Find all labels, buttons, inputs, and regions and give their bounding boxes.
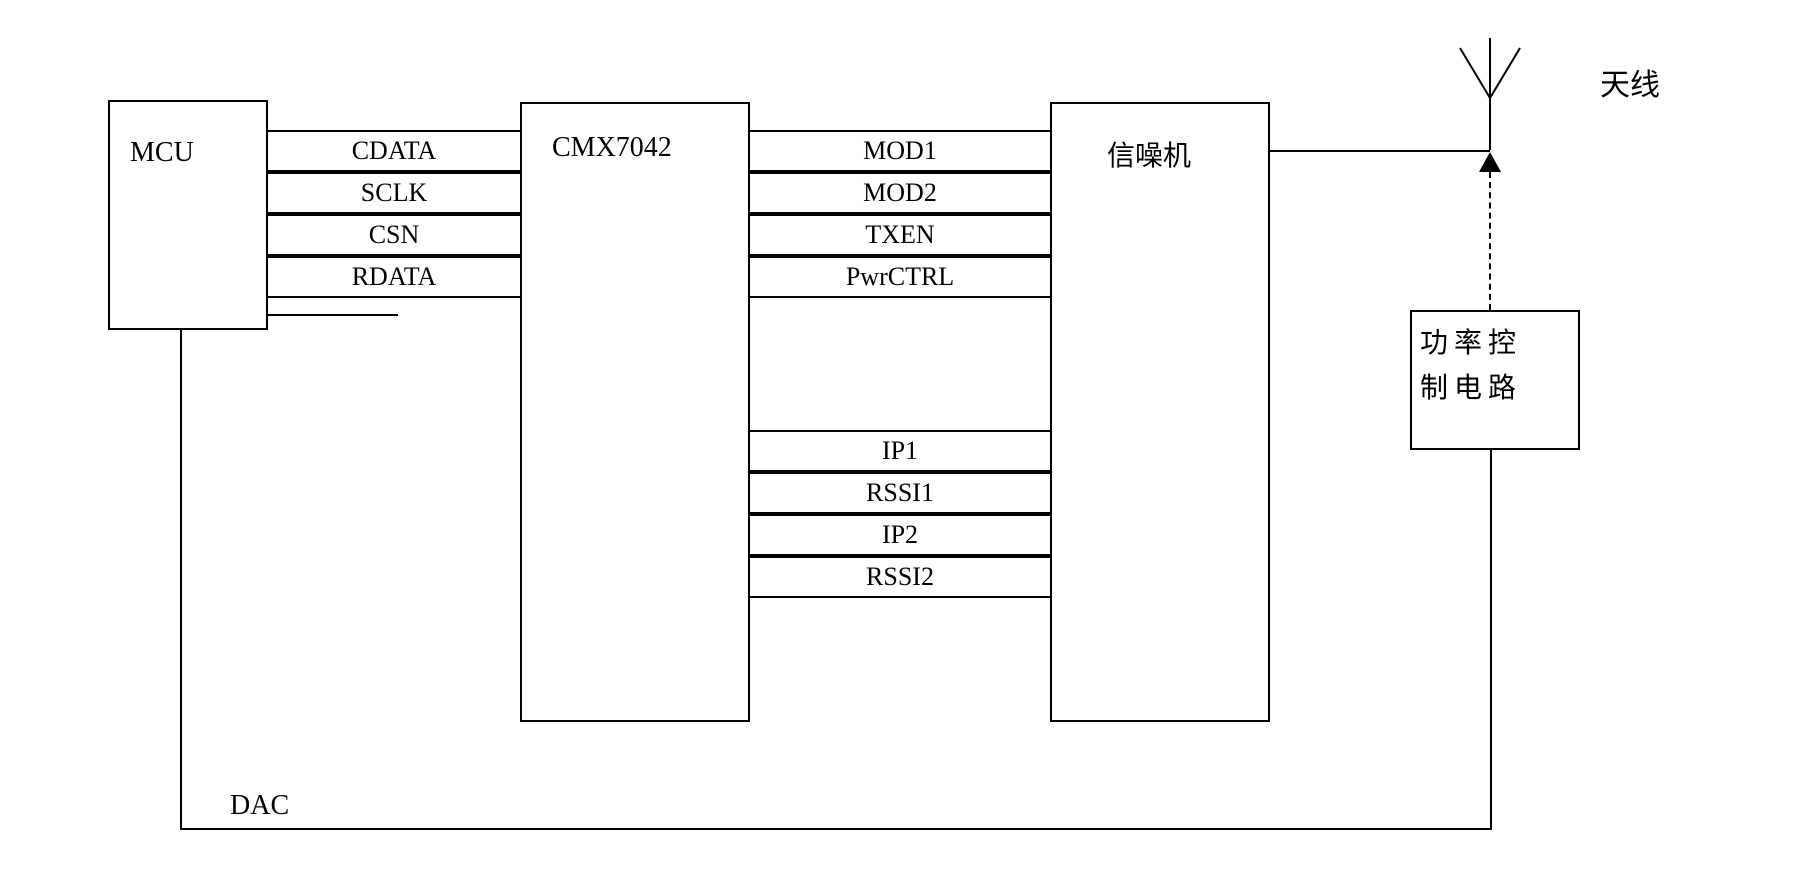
- mcu-label: MCU: [130, 137, 194, 169]
- signal-cdata: CDATA: [268, 130, 520, 172]
- arrow-power-to-rf: [1479, 152, 1501, 174]
- dac-v2: [1490, 450, 1492, 830]
- signal-rssi1-label: RSSI1: [866, 478, 934, 508]
- antenna-label: 天线: [1600, 60, 1660, 104]
- signal-pwrctrl-label: PwrCTRL: [846, 262, 954, 292]
- dac-label: DAC: [230, 790, 289, 822]
- signal-ip1: IP1: [750, 430, 1050, 472]
- signal-rdata: RDATA: [268, 256, 520, 298]
- signal-ip2-label: IP2: [882, 520, 918, 550]
- signal-mod1: MOD1: [750, 130, 1050, 172]
- diagram-canvas: MCU CMX7042 信噪机 功率控 制电路 CDATA SCLK CSN R…: [0, 0, 1796, 896]
- signal-mod2: MOD2: [750, 172, 1050, 214]
- cmx-label: CMX7042: [552, 132, 672, 164]
- signal-csn: CSN: [268, 214, 520, 256]
- cmx-block: CMX7042: [520, 102, 750, 722]
- signal-pwrctrl: PwrCTRL: [750, 256, 1050, 298]
- antenna-icon: [1450, 38, 1530, 152]
- power-ctrl-line1: 功率控: [1420, 328, 1522, 359]
- signal-ip1-label: IP1: [882, 436, 918, 466]
- signal-ip2: IP2: [750, 514, 1050, 556]
- signal-mod1-label: MOD1: [863, 136, 937, 166]
- dac-v1: [180, 330, 182, 830]
- power-ctrl-block: 功率控 制电路: [1410, 310, 1580, 450]
- signal-rdata-label: RDATA: [352, 262, 437, 292]
- line-power-to-rf: [1489, 172, 1491, 310]
- power-ctrl-label: 功率控 制电路: [1412, 312, 1578, 422]
- power-ctrl-line2: 制电路: [1420, 373, 1522, 404]
- left-bus-extra-line: [268, 314, 398, 316]
- signal-sclk-label: SCLK: [361, 178, 427, 208]
- signal-txen-label: TXEN: [865, 220, 934, 250]
- dac-h: [180, 828, 1492, 830]
- mcu-block: MCU: [108, 100, 268, 330]
- signal-sclk: SCLK: [268, 172, 520, 214]
- signal-txen: TXEN: [750, 214, 1050, 256]
- signal-noise-block: 信噪机: [1050, 102, 1270, 722]
- signal-noise-label: 信噪机: [1107, 134, 1191, 174]
- signal-mod2-label: MOD2: [863, 178, 937, 208]
- signal-rssi2: RSSI2: [750, 556, 1050, 598]
- signal-cdata-label: CDATA: [352, 136, 437, 166]
- signal-rssi1: RSSI1: [750, 472, 1050, 514]
- signal-csn-label: CSN: [369, 220, 420, 250]
- signal-rssi2-label: RSSI2: [866, 562, 934, 592]
